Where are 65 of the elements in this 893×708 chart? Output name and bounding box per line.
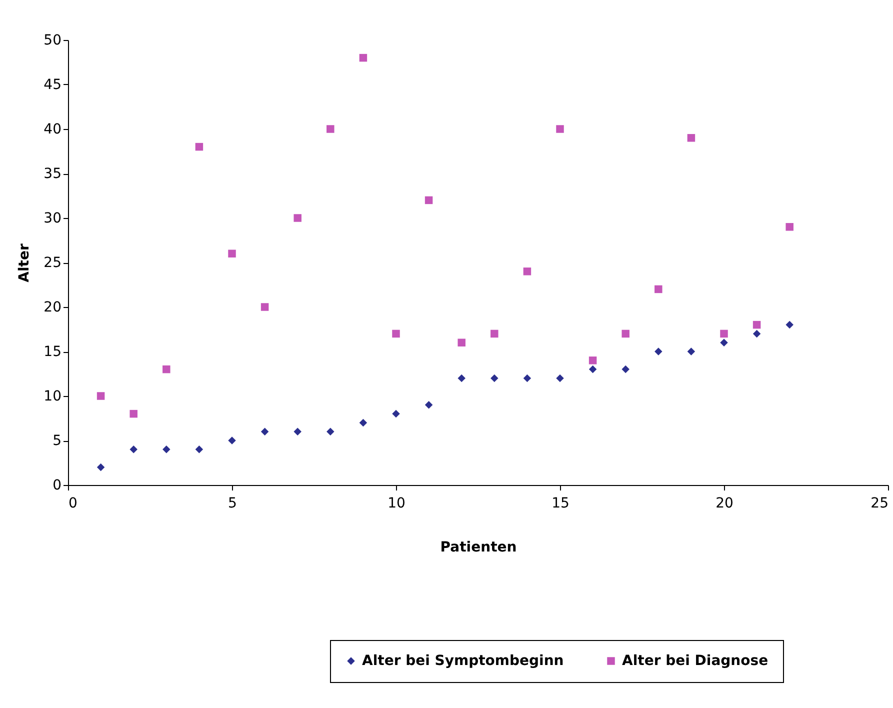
point [359,418,368,427]
y-tick-label: 35 [44,166,62,182]
point [588,356,597,364]
point [458,374,466,382]
point [556,125,564,133]
point [130,446,138,454]
point [687,134,696,142]
x-tick-label: 20 [716,496,734,512]
point [294,428,302,436]
y-tick-label: 15 [44,344,62,360]
x-tick-label: 15 [552,496,570,512]
point [260,428,269,436]
x-tick-label: 10 [388,496,406,512]
point [523,374,532,382]
x-tick-label: 5 [228,496,237,512]
y-tick-label: 10 [44,388,62,404]
point [162,446,170,454]
point [228,436,236,444]
x-axis-title: Patienten [440,540,517,556]
point [260,303,269,311]
y-tick-label: 30 [44,210,62,226]
point [654,285,662,294]
point [359,54,368,62]
point [720,338,728,346]
point [195,446,204,454]
y-tick-label: 45 [44,77,62,93]
x-tick-label: 0 [68,496,78,512]
point [786,320,794,329]
point [490,330,498,338]
point [424,401,433,409]
point [294,214,302,222]
y-tick-label: 50 [44,32,62,48]
point [162,365,170,374]
x-tick-label: 25 [870,496,888,512]
y-tick-label: 5 [52,433,62,449]
y-tick-label: 0 [52,478,62,494]
legend-label: Alter bei Diagnose [622,653,768,669]
point [622,365,630,374]
point [96,392,105,400]
point [523,268,532,276]
legend-label: Alter bei Symptombeginn [362,653,564,669]
y-tick-label: 40 [44,122,62,138]
point [720,330,728,338]
point [326,125,334,133]
point [490,374,498,382]
point [622,330,630,338]
point [130,410,138,418]
point [752,330,761,338]
y-tick-label: 25 [44,255,62,271]
point [392,330,400,338]
point [786,223,794,231]
point [195,142,204,151]
point [556,374,564,382]
y-tick-label: 20 [44,300,62,316]
point [392,410,400,418]
point [424,196,433,204]
point [588,365,597,374]
point [687,348,696,356]
point [752,320,761,329]
point [458,338,466,346]
point [326,428,334,436]
point [96,463,105,472]
point [228,250,236,258]
y-axis-title: Alter [16,244,33,282]
point [654,348,662,356]
